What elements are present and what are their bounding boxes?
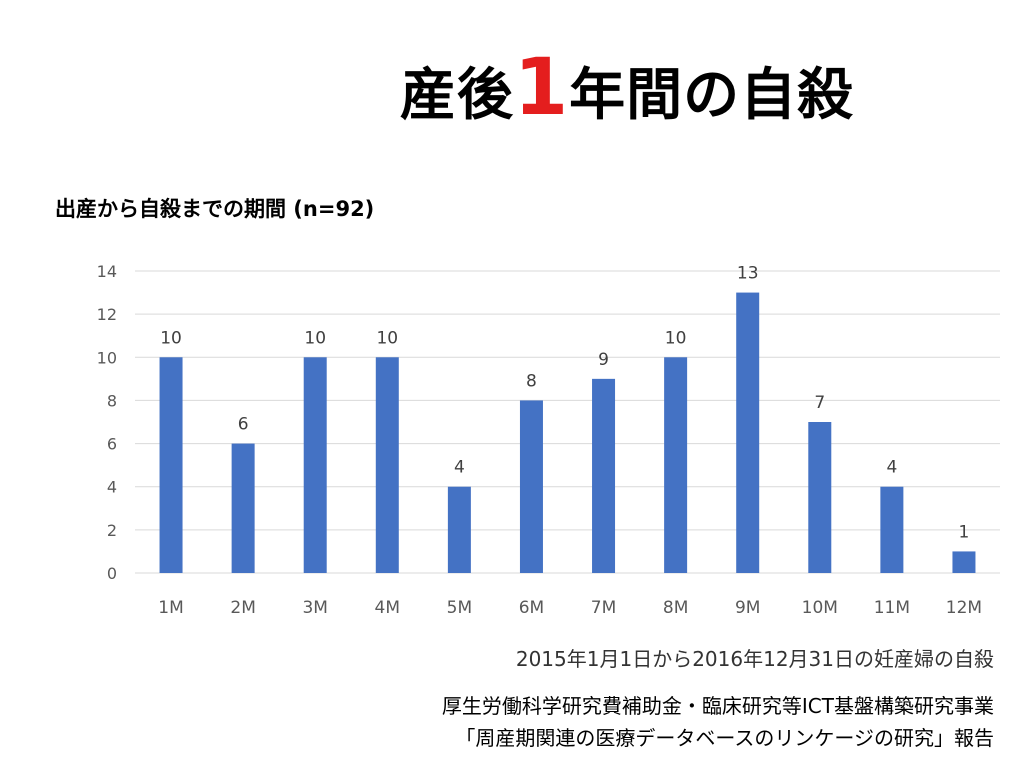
title-text-after: 年間の自殺 xyxy=(569,63,855,128)
title-highlight-number: 1 xyxy=(513,43,570,133)
data-label: 10 xyxy=(304,328,326,348)
x-tick-label: 4M xyxy=(375,598,400,618)
source-note-line1: 厚生労働科学研究費補助金・臨床研究等ICT基盤構築研究事業 xyxy=(441,694,994,718)
data-label: 7 xyxy=(814,393,825,413)
x-tick-label: 3M xyxy=(302,598,327,618)
y-tick-label: 0 xyxy=(107,564,117,583)
data-label: 1 xyxy=(959,522,970,542)
x-tick-label: 12M xyxy=(946,598,982,618)
x-tick-label: 6M xyxy=(519,598,544,618)
x-tick-label: 7M xyxy=(591,598,616,618)
x-tick-label: 2M xyxy=(230,598,255,618)
data-label: 10 xyxy=(376,328,398,348)
bar xyxy=(808,422,832,573)
y-tick-label: 10 xyxy=(97,348,117,367)
data-label: 13 xyxy=(737,264,759,284)
y-tick-label: 4 xyxy=(107,478,117,497)
x-tick-label: 9M xyxy=(735,598,760,618)
bar-chart: 02468101214101M62M103M104M45M86M97M108M1… xyxy=(97,262,1000,618)
chart-title: 出産から自殺までの期間 (n=92) xyxy=(55,197,375,221)
title-text-before: 産後 xyxy=(399,63,514,128)
x-tick-label: 11M xyxy=(874,598,910,618)
bar xyxy=(664,357,688,573)
bar xyxy=(736,292,760,573)
source-note-line2: 「周産期関連の医療データベースのリンケージの研究」報告 xyxy=(455,726,994,750)
y-tick-label: 6 xyxy=(107,435,117,454)
bar xyxy=(592,378,616,573)
bar xyxy=(159,357,183,573)
page-title: 産後1年間の自殺 xyxy=(0,48,1024,136)
data-label: 4 xyxy=(886,458,897,478)
data-label: 4 xyxy=(454,458,465,478)
bar xyxy=(375,357,399,573)
x-tick-label: 8M xyxy=(663,598,688,618)
x-tick-label: 1M xyxy=(158,598,183,618)
bar xyxy=(880,486,904,573)
y-tick-label: 14 xyxy=(97,262,117,281)
y-tick-label: 12 xyxy=(97,305,117,324)
data-label: 6 xyxy=(238,415,249,435)
data-label: 8 xyxy=(526,371,537,391)
bar xyxy=(447,486,471,573)
data-label: 10 xyxy=(160,328,182,348)
data-label: 10 xyxy=(665,328,687,348)
y-tick-label: 8 xyxy=(107,391,117,410)
bar xyxy=(231,443,255,573)
bar xyxy=(303,357,327,573)
x-tick-label: 5M xyxy=(447,598,472,618)
period-note: 2015年1月1日から2016年12月31日の妊産婦の自殺 xyxy=(515,647,994,671)
data-label: 9 xyxy=(598,350,609,370)
y-tick-label: 2 xyxy=(107,521,117,540)
x-tick-label: 10M xyxy=(802,598,838,618)
bar xyxy=(519,400,543,573)
bar xyxy=(952,551,976,573)
